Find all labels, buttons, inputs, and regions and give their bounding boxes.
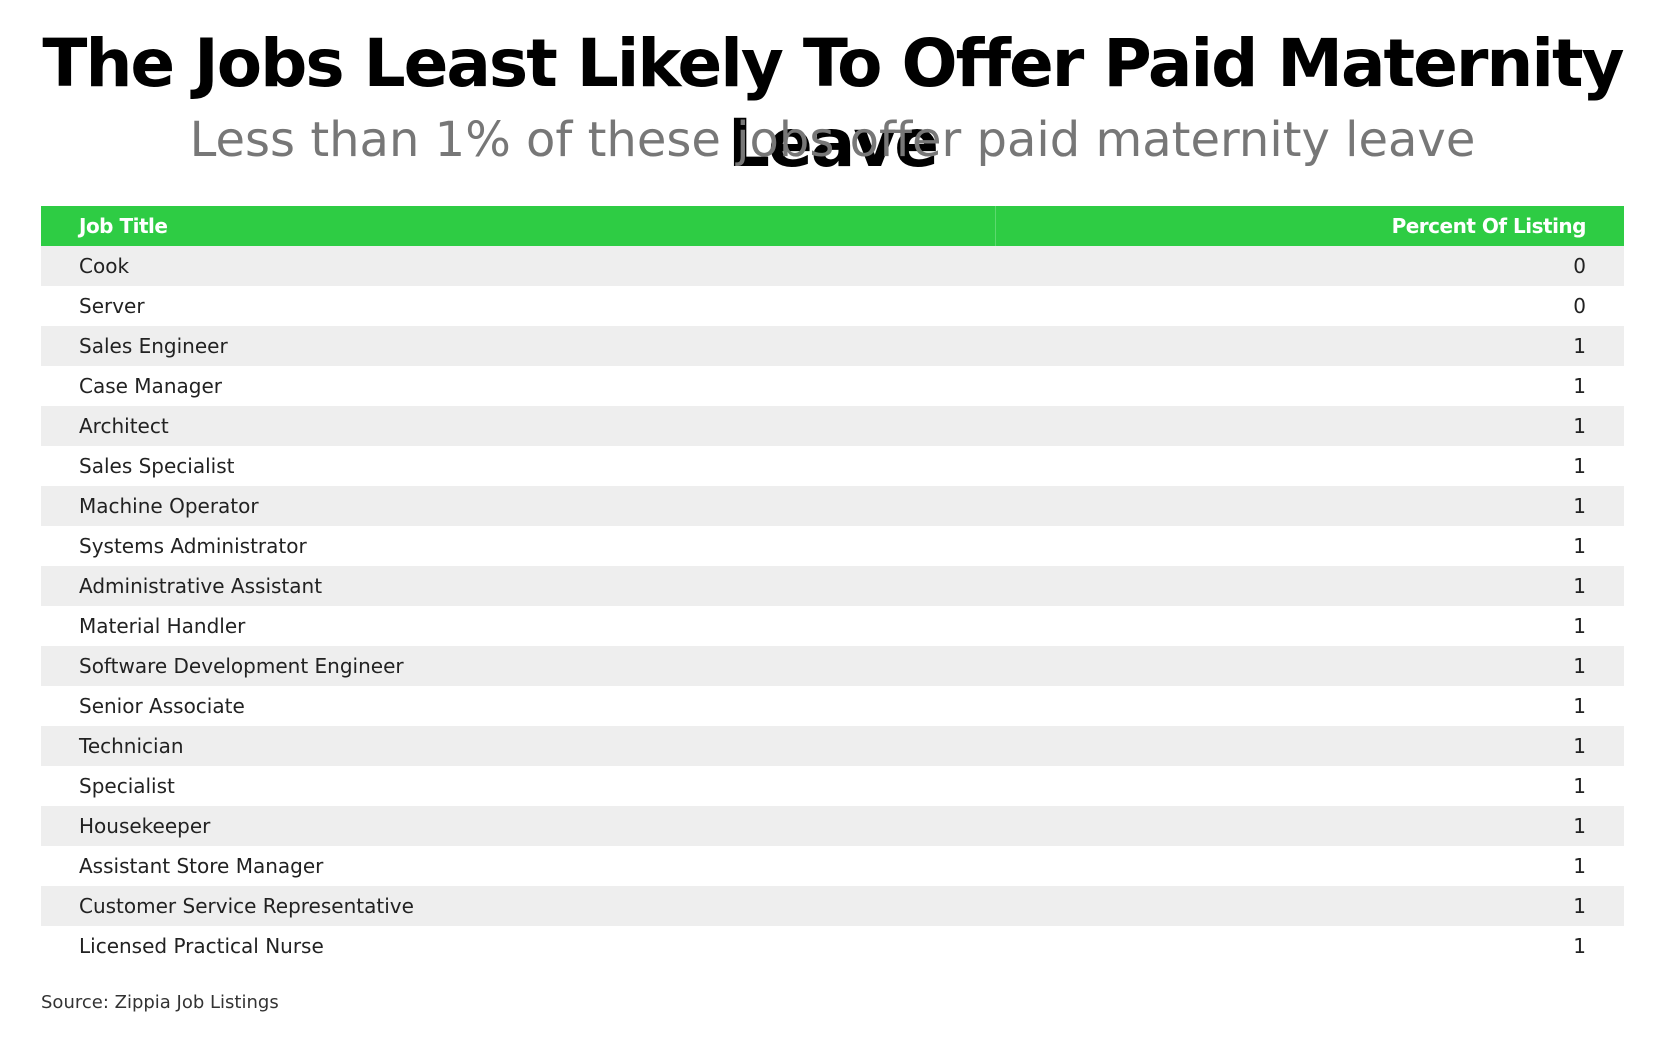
source-note: Source: Zippia Job Listings [41,992,279,1013]
percent-cell: 1 [1573,774,1586,798]
table-row: Licensed Practical Nurse 1 [41,926,1624,966]
percent-cell: 1 [995,566,1624,606]
table-row: Material Handler 1 [41,606,1624,646]
table-row: Sales Engineer 1 [41,326,1624,366]
percent-cell: 1 [995,406,1624,446]
table-row: Administrative Assistant 1 [41,566,1624,606]
table-row: Cook 0 [41,246,1624,286]
title: The Jobs Least Likely To Offer Paid Mate… [42,25,1624,182]
data-table: Job Title Percent Of Listing Cook 0 Server… [41,206,1624,966]
table-row: Server 0 [41,286,1624,326]
percent-cell: 1 [1573,694,1586,718]
table-row: Machine Operator 1 [41,486,1624,526]
job-title-cell: Assistant Store Manager [79,854,324,878]
percent-cell: 1 [1573,854,1586,878]
percent-cell: 0 [1573,294,1586,318]
percent-cell: 1 [995,326,1624,366]
job-title-cell: Architect [41,406,995,446]
percent-cell: 1 [1573,534,1586,558]
table-row: Housekeeper 1 [41,806,1624,846]
table-row: Assistant Store Manager 1 [41,846,1624,886]
column-header: Percent Of Listing [995,206,1624,246]
table-row: Customer Service Representative 1 [41,886,1624,926]
job-title-cell: Customer Service Representative [41,886,995,926]
table-row: Architect 1 [41,406,1624,446]
job-title-cell: Software Development Engineer [41,646,995,686]
percent-cell: 1 [995,806,1624,846]
job-title-cell: Senior Associate [79,694,245,718]
percent-cell: 1 [995,726,1624,766]
job-title-cell: Cook [41,246,995,286]
job-title-cell: Technician [41,726,995,766]
percent-cell: 1 [1573,614,1586,638]
percent-cell: 1 [995,486,1624,526]
percent-cell: 1 [1573,454,1586,478]
percent-cell: 1 [995,886,1624,926]
table-row: Specialist 1 [41,766,1624,806]
percent-cell: 1 [995,646,1624,686]
header-row: Job Title Percent Of Listing [41,206,1624,246]
column-header: Job Title [41,206,996,246]
job-title-cell: Material Handler [79,614,246,638]
percent-cell: 1 [1573,934,1586,958]
job-title-cell: Specialist [79,774,175,798]
job-title-cell: Sales Engineer [41,326,995,366]
job-title-cell: Sales Specialist [79,454,235,478]
table-row: Sales Specialist 1 [41,446,1624,486]
job-title-cell: Machine Operator [41,486,995,526]
job-title-cell: Case Manager [79,374,222,398]
table-row: Software Development Engineer 1 [41,646,1624,686]
job-title-cell: Housekeeper [41,806,995,846]
table-row: Systems Administrator 1 [41,526,1624,566]
table-row: Senior Associate 1 [41,686,1624,726]
table-row: Technician 1 [41,726,1624,766]
percent-cell: 1 [1573,374,1586,398]
job-title-cell: Server [79,294,145,318]
job-title-cell: Systems Administrator [79,534,307,558]
job-title-cell: Administrative Assistant [41,566,995,606]
table-row: Case Manager 1 [41,366,1624,406]
job-title-cell: Licensed Practical Nurse [79,934,324,958]
subtitle: Less than 1% of these jobs offer paid ma… [189,112,1476,168]
percent-cell: 0 [995,246,1624,286]
